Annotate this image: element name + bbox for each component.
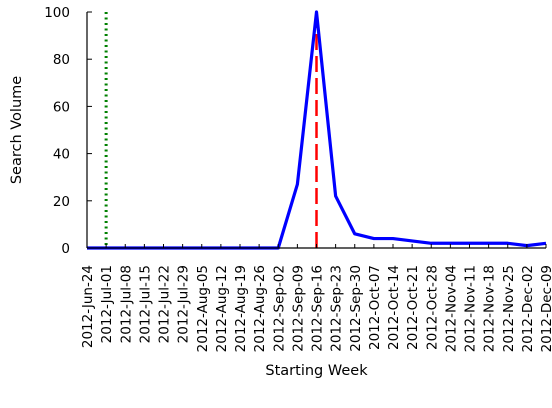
x-tick-label: 2012-Aug-12	[214, 265, 230, 352]
x-tick-label: 2012-Nov-11	[463, 265, 479, 352]
x-tick-label: 2012-Aug-26	[252, 265, 268, 352]
y-tick-label: 80	[53, 52, 70, 68]
x-tick-label: 2012-Oct-21	[405, 265, 421, 350]
x-axis-label: Starting Week	[265, 363, 368, 379]
reference-lines	[104, 12, 318, 248]
x-tick-label: 2012-Oct-14	[386, 265, 402, 350]
x-tick-label: 2012-Jul-22	[157, 265, 173, 343]
x-tick-label: 2012-Aug-05	[195, 265, 211, 352]
x-tick-label: 2012-Nov-04	[443, 265, 459, 352]
y-tick-label: 100	[44, 5, 70, 21]
y-tick-label: 0	[61, 241, 70, 257]
x-tick-label: 2012-Nov-25	[501, 265, 517, 352]
x-tick-label: 2012-Jul-01	[99, 265, 115, 343]
y-tick-label: 40	[53, 147, 70, 163]
y-axis-ticks: 0 20 40 60 80 100	[44, 5, 92, 257]
y-tick-label: 60	[53, 99, 70, 115]
x-tick-label: 2012-Sep-09	[290, 265, 306, 352]
x-tick-label: 2012-Sep-16	[310, 265, 326, 352]
x-tick-label: 2012-Jul-08	[118, 265, 134, 343]
x-tick-label: 2012-Nov-18	[482, 265, 498, 352]
x-tick-label: 2012-Aug-19	[233, 265, 249, 352]
x-tick-label: 2012-Oct-07	[367, 265, 383, 350]
x-tick-label: 2012-Jul-15	[137, 265, 153, 343]
x-tick-label: 2012-Jul-29	[176, 265, 192, 343]
x-tick-label: 2012-Dec-02	[520, 265, 536, 352]
x-tick-label: 2012-Sep-23	[329, 265, 345, 352]
x-tick-label: 2012-Jun-24	[80, 265, 96, 348]
x-tick-label: 2012-Sep-02	[271, 265, 287, 352]
x-tick-label: 2012-Oct-28	[424, 265, 440, 350]
y-tick-label: 20	[53, 194, 70, 210]
y-axis-label: Search Volume	[9, 76, 25, 184]
x-tick-label: 2012-Dec-09	[539, 265, 552, 352]
x-tick-label: 2012-Sep-30	[348, 265, 364, 352]
x-axis-ticks: 2012-Jun-24 2012-Jul-01 2012-Jul-08 2012-Ju…	[80, 244, 552, 352]
